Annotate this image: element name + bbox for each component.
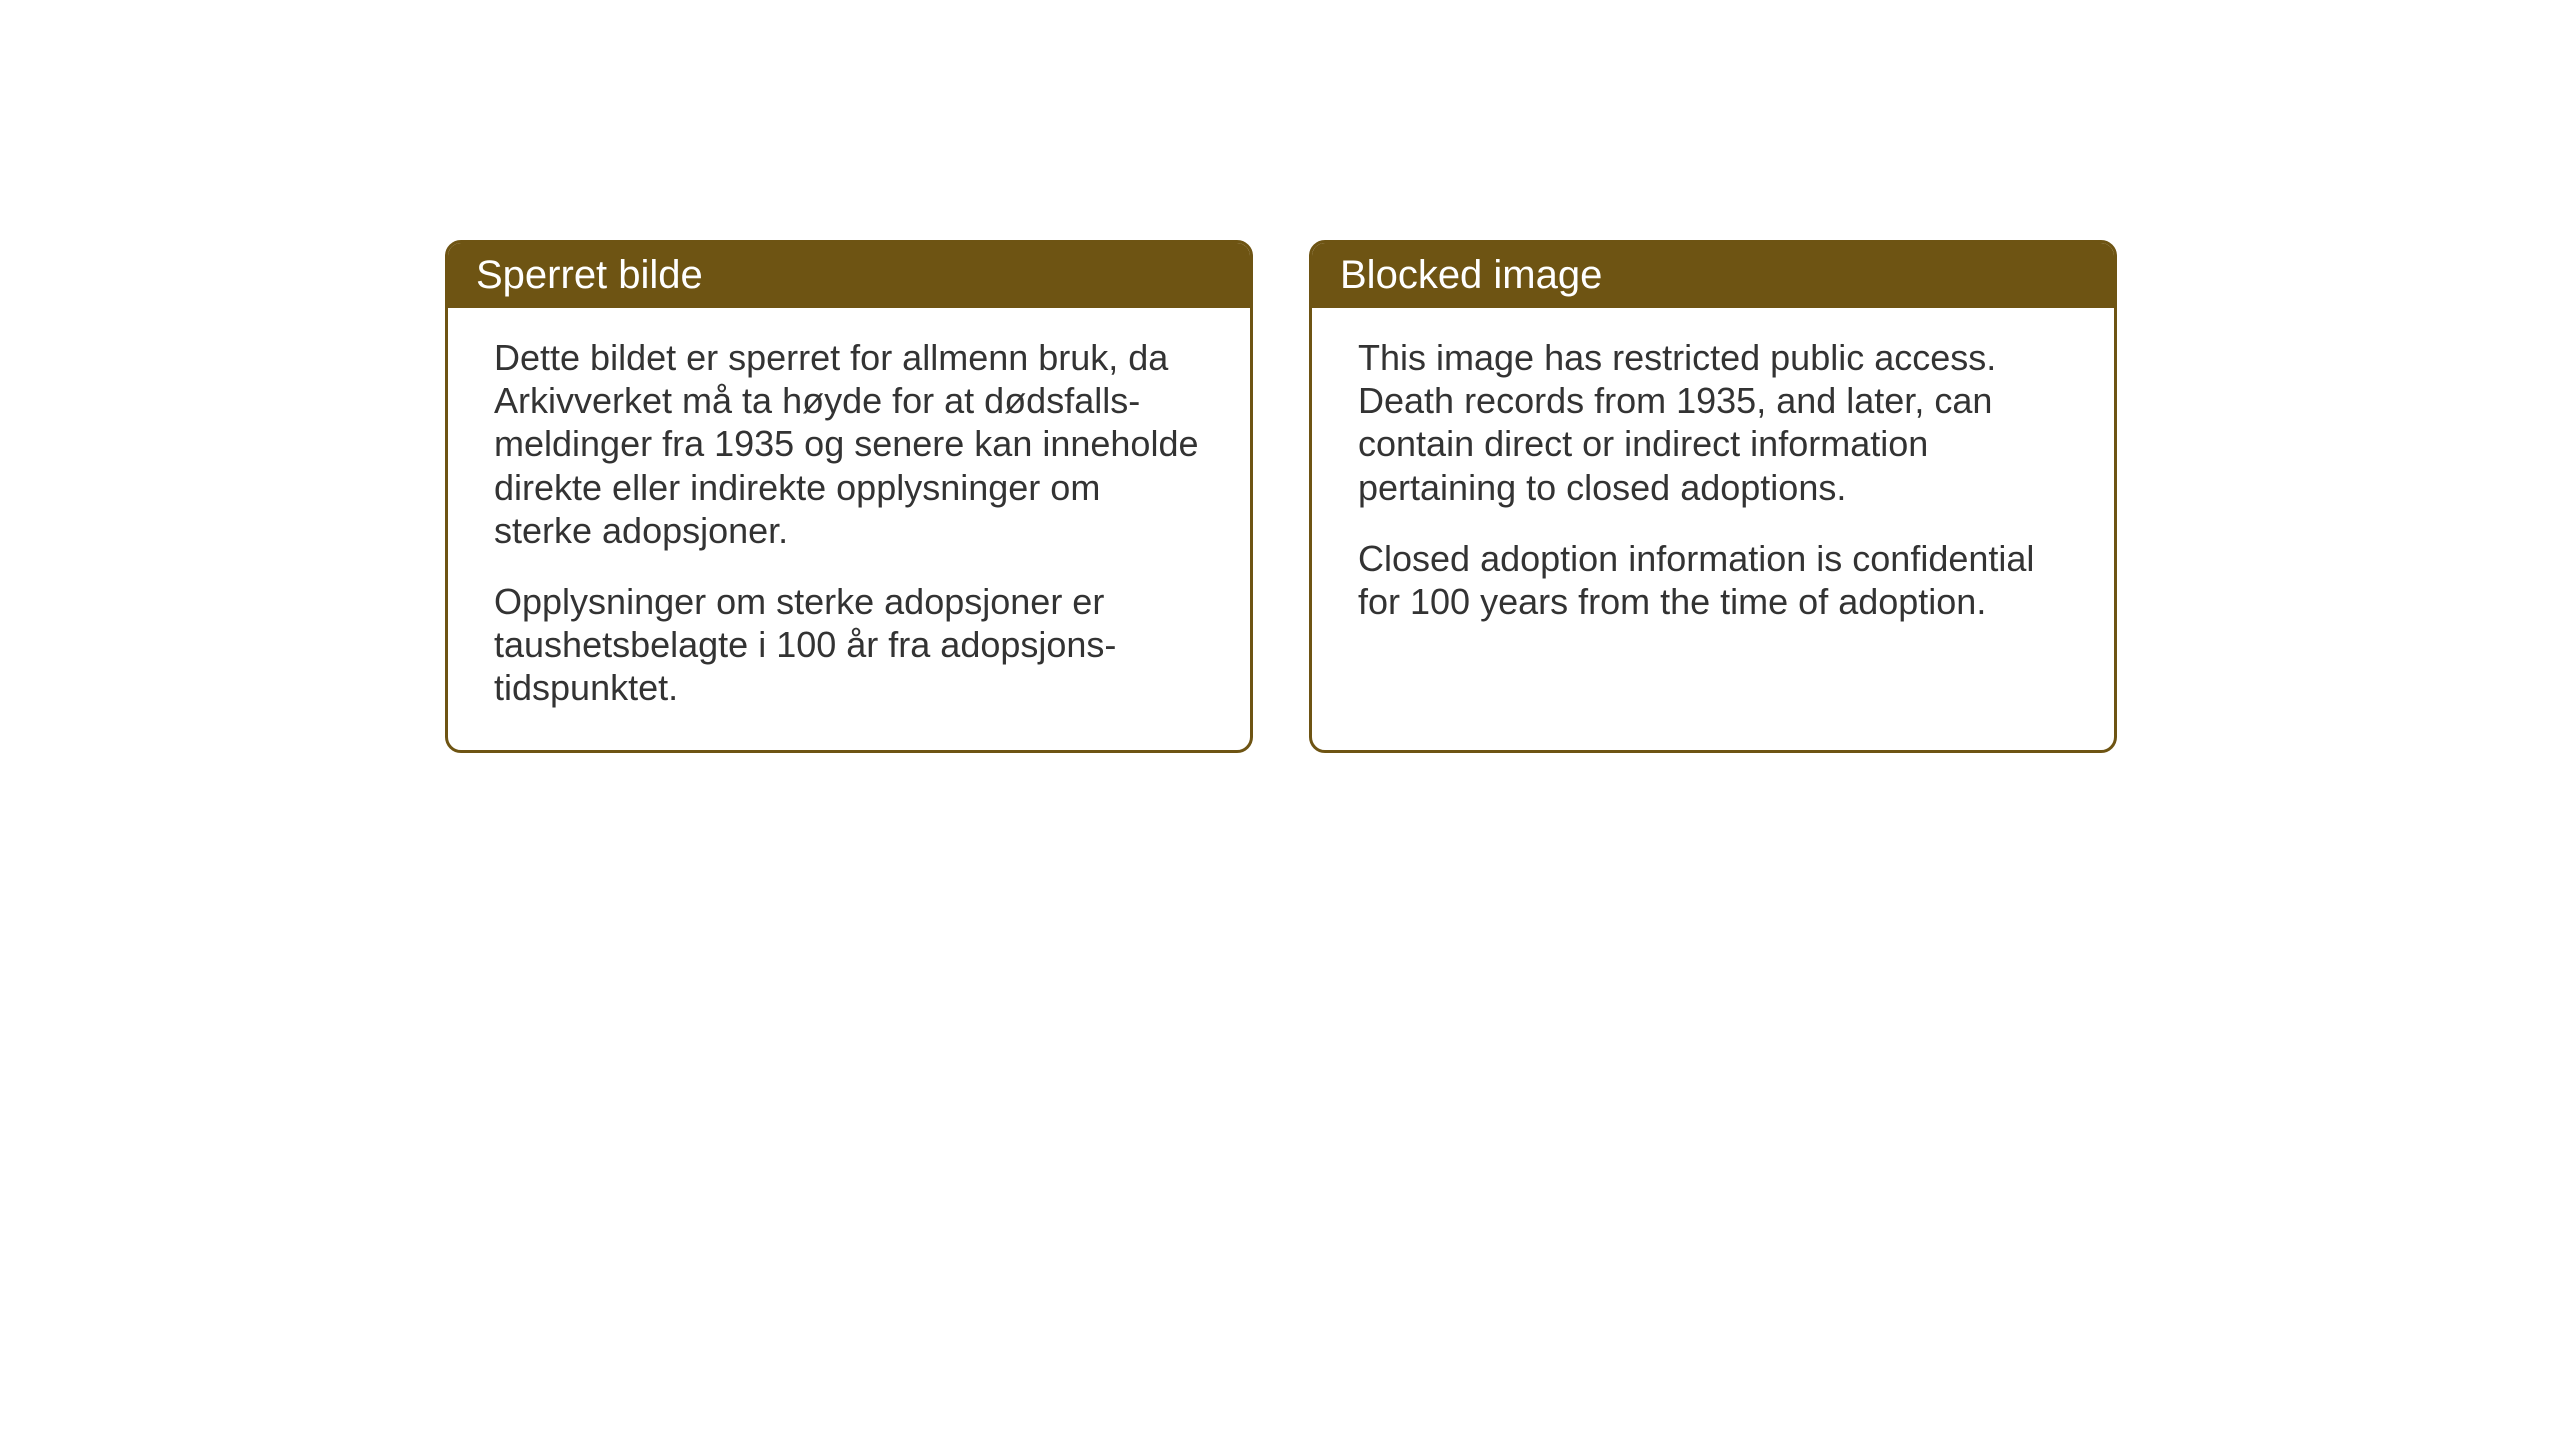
notice-box-english: Blocked image This image has restricted … [1309, 240, 2117, 753]
notice-paragraph-1-english: This image has restricted public access.… [1358, 336, 2068, 509]
notice-body-english: This image has restricted public access.… [1312, 308, 2114, 663]
notice-paragraph-2-norwegian: Opplysninger om sterke adopsjoner er tau… [494, 580, 1204, 710]
notice-title-norwegian: Sperret bilde [476, 253, 703, 297]
notice-paragraph-1-norwegian: Dette bildet er sperret for allmenn bruk… [494, 336, 1204, 552]
notice-header-norwegian: Sperret bilde [448, 243, 1250, 308]
notice-body-norwegian: Dette bildet er sperret for allmenn bruk… [448, 308, 1250, 750]
notice-title-english: Blocked image [1340, 253, 1602, 297]
notice-container: Sperret bilde Dette bildet er sperret fo… [445, 240, 2117, 753]
notice-header-english: Blocked image [1312, 243, 2114, 308]
notice-paragraph-2-english: Closed adoption information is confident… [1358, 537, 2068, 623]
notice-box-norwegian: Sperret bilde Dette bildet er sperret fo… [445, 240, 1253, 753]
